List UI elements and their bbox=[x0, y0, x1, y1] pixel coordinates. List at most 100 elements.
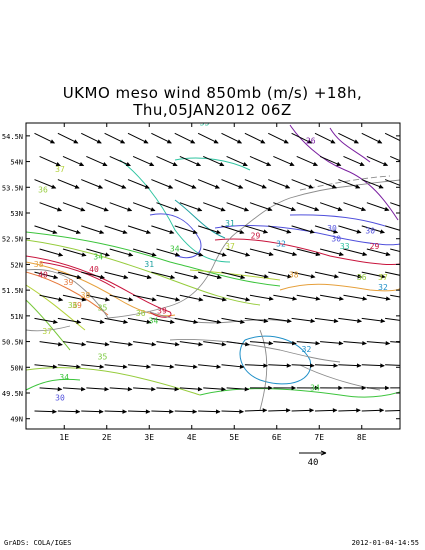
coastline-segment bbox=[149, 311, 291, 324]
wind-vector-head bbox=[238, 184, 244, 189]
wind-vector-head bbox=[332, 408, 338, 413]
wind-vector-head bbox=[76, 274, 82, 280]
footer-timestamp: 2012-01-04-14:55 bbox=[351, 539, 419, 547]
contour-label: 35 bbox=[98, 304, 108, 313]
contour-label: 37 bbox=[42, 327, 52, 336]
wind-vector-head bbox=[81, 297, 87, 302]
wind-vector-head bbox=[122, 364, 128, 369]
wind-vector-head bbox=[96, 139, 102, 144]
wind-vector-head bbox=[243, 207, 250, 212]
wind-vector bbox=[268, 271, 292, 278]
contour-line bbox=[289, 124, 399, 221]
wind-vector-head bbox=[339, 296, 344, 301]
wind-vector bbox=[314, 271, 339, 278]
wind-vector bbox=[57, 271, 82, 279]
wind-vector-head bbox=[407, 162, 411, 165]
wind-vector bbox=[384, 132, 400, 142]
wind-vector-head bbox=[125, 161, 131, 167]
wind-vector-head bbox=[404, 364, 408, 367]
wind-vector-head bbox=[221, 342, 227, 347]
wind-vector-head bbox=[221, 297, 227, 302]
wind-vector-head bbox=[190, 139, 196, 144]
wind-vector bbox=[390, 341, 400, 343]
wind-vector-head bbox=[356, 363, 362, 368]
y-tick-label: 52N bbox=[10, 261, 23, 269]
wind-vector bbox=[385, 364, 400, 366]
wind-vector bbox=[109, 248, 133, 257]
wind-vector-head bbox=[383, 161, 389, 166]
wind-vector-head bbox=[197, 386, 203, 392]
wind-vector-head bbox=[360, 206, 367, 212]
wind-vector-head bbox=[315, 296, 321, 301]
wind-vector-head bbox=[287, 274, 293, 279]
contour-line bbox=[174, 199, 226, 239]
wind-vector-head bbox=[285, 184, 291, 189]
y-tick-label: 53N bbox=[10, 210, 23, 218]
y-tick-label: 54.5N bbox=[2, 133, 23, 141]
wind-vector-head bbox=[123, 274, 129, 280]
contour-line bbox=[189, 269, 281, 281]
wind-vector-head bbox=[192, 229, 198, 235]
wind-vector-head bbox=[168, 184, 174, 189]
wind-vector-head bbox=[213, 139, 219, 144]
wind-vector-head bbox=[261, 184, 267, 189]
wind-vector-head bbox=[283, 139, 289, 144]
wind-vector-head bbox=[123, 319, 129, 324]
y-tick-label: 53.5N bbox=[2, 184, 23, 192]
wind-vector bbox=[343, 294, 367, 300]
wind-vector-head bbox=[198, 342, 204, 347]
coastline-segment bbox=[107, 179, 400, 319]
wind-vector bbox=[343, 248, 367, 256]
wind-vector-head bbox=[166, 139, 172, 144]
wind-vector bbox=[156, 294, 180, 301]
wind-vector-head bbox=[337, 206, 343, 212]
y-tick-label: 51.5N bbox=[2, 287, 23, 295]
coastline-segment bbox=[259, 329, 268, 411]
wind-vector-head bbox=[290, 206, 296, 212]
wind-vector-head bbox=[362, 341, 367, 346]
wind-vector-head bbox=[102, 161, 108, 167]
wind-vector-head bbox=[103, 207, 109, 212]
wind-vector-head bbox=[377, 139, 383, 144]
x-tick-label: 3E bbox=[144, 433, 154, 442]
wind-vector bbox=[268, 225, 291, 234]
wind-vector bbox=[203, 248, 227, 257]
x-tick-label: 1E bbox=[59, 433, 69, 442]
wind-vector-head bbox=[128, 297, 134, 302]
wind-vector-head bbox=[267, 206, 273, 212]
wind-vector-head bbox=[330, 139, 336, 144]
contour-label: 38 bbox=[81, 291, 91, 300]
wind-vector-head bbox=[410, 297, 414, 300]
wind-vector-head bbox=[53, 319, 58, 324]
wind-vector-head bbox=[404, 319, 408, 322]
wind-vector-head bbox=[333, 318, 339, 324]
contour-label: 40 bbox=[89, 265, 99, 274]
wind-vector bbox=[198, 271, 222, 279]
wind-vector-head bbox=[334, 274, 339, 279]
wind-vector-head bbox=[268, 251, 274, 257]
wind-vector bbox=[156, 248, 180, 257]
contour-label: 30 bbox=[327, 224, 337, 233]
contour-line bbox=[26, 261, 176, 317]
wind-vector bbox=[151, 271, 175, 279]
wind-vector-head bbox=[221, 252, 227, 257]
wind-vector bbox=[319, 248, 344, 256]
wind-vector bbox=[221, 271, 245, 279]
wind-vector-head bbox=[310, 318, 316, 324]
wind-vector-head bbox=[292, 251, 298, 257]
wind-vector-head bbox=[338, 341, 344, 346]
wind-vector-head bbox=[268, 296, 274, 301]
wind-vector-head bbox=[385, 251, 391, 257]
y-tick-label: 52.5N bbox=[2, 236, 23, 244]
wind-vector bbox=[39, 248, 63, 257]
wind-vector-head bbox=[172, 161, 178, 167]
y-axis: 54.5N 54N 53.5N 53N 52.5N 52N 51.5N 51N 50.5N 50N… bbox=[2, 133, 400, 424]
wind-vector-head bbox=[81, 252, 87, 257]
wind-vector-head bbox=[74, 184, 80, 189]
wind-vector-head bbox=[128, 342, 133, 347]
wind-vector-head bbox=[151, 297, 157, 302]
contour-line bbox=[149, 213, 202, 259]
contour-label: 34 bbox=[93, 252, 103, 261]
wind-vector-head bbox=[263, 363, 269, 368]
